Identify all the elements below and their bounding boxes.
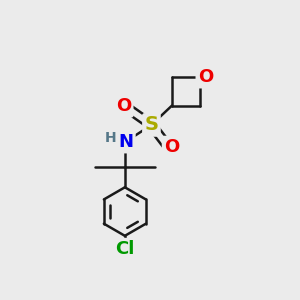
Text: O: O	[198, 68, 213, 86]
Text: S: S	[144, 116, 158, 134]
Text: H: H	[105, 131, 116, 145]
Text: O: O	[164, 138, 179, 156]
Text: O: O	[116, 98, 131, 116]
Text: N: N	[118, 133, 134, 151]
Text: Cl: Cl	[115, 240, 135, 258]
